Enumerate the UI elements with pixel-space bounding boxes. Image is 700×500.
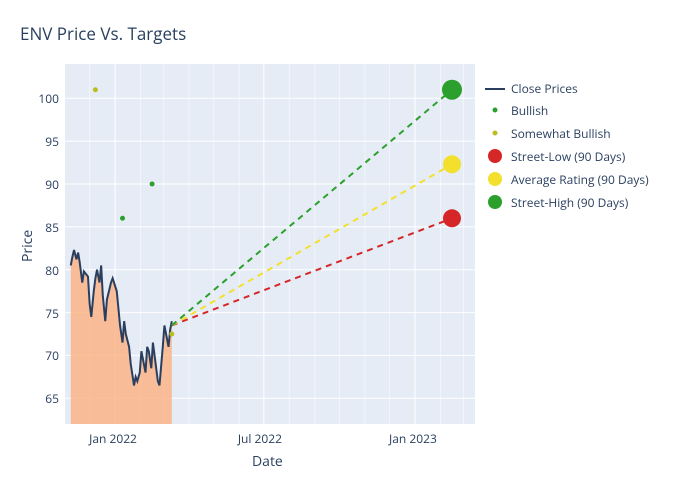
y-tick-label: 65 bbox=[45, 390, 59, 407]
x-tick-label: Jan 2023 bbox=[389, 430, 437, 447]
legend-item[interactable]: Street-Low (90 Days) bbox=[485, 146, 649, 166]
y-axis-label: Price bbox=[18, 230, 37, 262]
legend-label: Somewhat Bullish bbox=[511, 125, 611, 142]
legend-swatch bbox=[485, 83, 505, 95]
x-axis-label: Date bbox=[252, 452, 283, 471]
legend-label: Street-Low (90 Days) bbox=[511, 148, 625, 165]
somewhat-bullish-dot bbox=[169, 332, 174, 337]
legend-swatch bbox=[485, 146, 505, 166]
y-tick-label: 95 bbox=[45, 133, 59, 150]
plot-svg bbox=[0, 0, 700, 500]
y-tick-label: 75 bbox=[45, 305, 59, 322]
bullish-dot bbox=[150, 182, 155, 187]
x-tick-label: Jan 2022 bbox=[89, 430, 137, 447]
legend: Close Prices Bullish Somewhat Bullish Stree… bbox=[485, 80, 649, 215]
legend-item[interactable]: Average Rating (90 Days) bbox=[485, 169, 649, 189]
legend-label: Average Rating (90 Days) bbox=[511, 171, 649, 188]
target-dot-avg bbox=[443, 155, 461, 173]
legend-swatch bbox=[485, 169, 505, 189]
legend-item[interactable]: Bullish bbox=[485, 100, 649, 120]
legend-label: Street-High (90 Days) bbox=[511, 194, 628, 211]
y-tick-label: 80 bbox=[45, 262, 59, 279]
target-dot-low bbox=[443, 209, 461, 227]
chart-container: ENV Price Vs. Targets Price Date Close P… bbox=[0, 0, 700, 500]
legend-item[interactable]: Somewhat Bullish bbox=[485, 123, 649, 143]
legend-item[interactable]: Close Prices bbox=[485, 80, 649, 97]
legend-swatch bbox=[485, 123, 505, 143]
y-tick-label: 70 bbox=[45, 347, 59, 364]
legend-swatch bbox=[485, 192, 505, 212]
y-tick-label: 85 bbox=[45, 219, 59, 236]
target-dot-high bbox=[442, 80, 462, 100]
x-tick-label: Jul 2022 bbox=[238, 430, 282, 447]
somewhat-bullish-dot bbox=[93, 87, 98, 92]
legend-swatch bbox=[485, 100, 505, 120]
bullish-dot bbox=[120, 216, 125, 221]
y-tick-label: 100 bbox=[38, 90, 59, 107]
legend-item[interactable]: Street-High (90 Days) bbox=[485, 192, 649, 212]
legend-label: Bullish bbox=[511, 102, 548, 119]
legend-label: Close Prices bbox=[511, 80, 578, 97]
y-tick-label: 90 bbox=[45, 176, 59, 193]
